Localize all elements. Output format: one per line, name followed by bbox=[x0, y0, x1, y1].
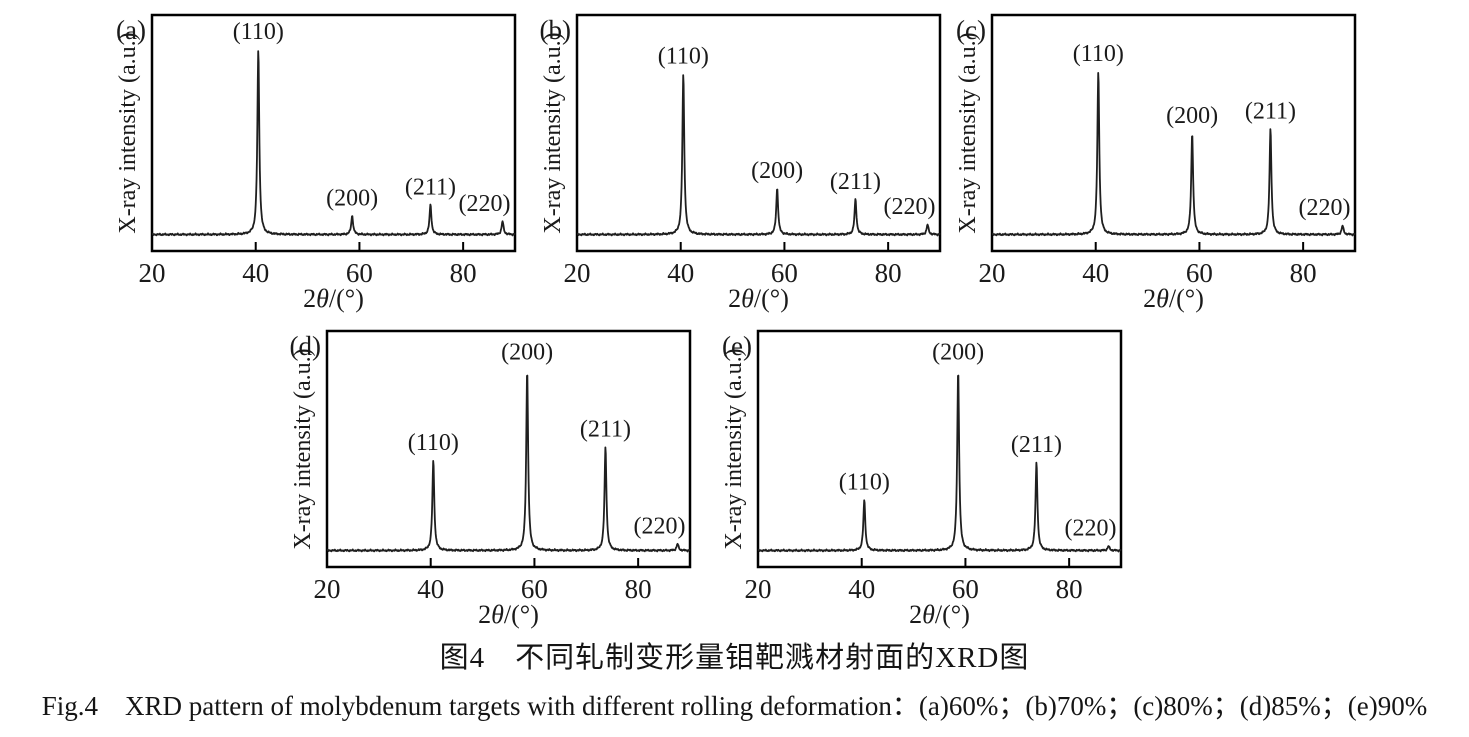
x-tick-label: 60 bbox=[521, 574, 548, 604]
plot-border bbox=[756, 329, 1123, 569]
panel-label: (a) bbox=[116, 15, 146, 45]
peak-label-110: (110) bbox=[233, 19, 284, 45]
peak-label-211: (211) bbox=[580, 417, 631, 443]
x-tick-label: 20 bbox=[745, 574, 772, 604]
xrd-trace bbox=[991, 72, 1356, 237]
peak-label-110: (110) bbox=[1073, 41, 1124, 67]
x-tick-label: 80 bbox=[625, 574, 652, 604]
xrd-panel-b: 20 40 60 80 2θ/(°) X-ray intensity (a.u.) (b) (… bbox=[525, 3, 945, 315]
plot-border bbox=[990, 13, 1357, 253]
x-tick-label: 20 bbox=[564, 258, 591, 288]
peak-label-200: (200) bbox=[932, 340, 984, 366]
xrd-panel-c: 20 40 60 80 2θ/(°) X-ray intensity (a.u.) (c) (… bbox=[940, 3, 1360, 315]
y-axis-label: X-ray intensity (a.u.) bbox=[115, 32, 141, 233]
peak-label-110: (110) bbox=[408, 430, 459, 456]
peak-label-220: (220) bbox=[884, 194, 936, 220]
x-axis-label: 2θ/(°) bbox=[909, 600, 970, 629]
x-tick-label: 20 bbox=[314, 574, 341, 604]
x-tick-label: 60 bbox=[771, 258, 798, 288]
peak-label-220: (220) bbox=[634, 513, 686, 539]
peak-label-200: (200) bbox=[1166, 103, 1218, 129]
xrd-chart-e: 20 40 60 80 2θ/(°) X-ray intensity (a.u.)(e) (… bbox=[721, 329, 1123, 629]
xrd-trace bbox=[326, 374, 691, 553]
xrd-chart-a: 20 40 60 80 2θ/(°) X-ray intensity (a.u.)(a) (… bbox=[115, 13, 517, 313]
xrd-trace bbox=[757, 374, 1122, 553]
y-axis-label: X-ray intensity (a.u.) bbox=[955, 32, 981, 233]
peak-label-200: (200) bbox=[751, 158, 803, 184]
panel-label: (b) bbox=[540, 15, 571, 45]
x-axis-label: 2θ/(°) bbox=[728, 284, 789, 313]
x-tick-label: 60 bbox=[346, 258, 373, 288]
x-tick-label: 40 bbox=[417, 574, 444, 604]
caption-chinese: 图4 不同轧制变形量钼靶溅材射面的XRD图 bbox=[439, 642, 1030, 674]
peak-label-110: (110) bbox=[839, 469, 890, 495]
x-tick-label: 80 bbox=[1056, 574, 1083, 604]
peak-label-200: (200) bbox=[501, 340, 553, 366]
x-tick-label: 40 bbox=[242, 258, 269, 288]
peak-label-220: (220) bbox=[1065, 516, 1117, 542]
peak-label-211: (211) bbox=[1011, 432, 1062, 458]
x-axis-label: 2θ/(°) bbox=[478, 600, 539, 629]
x-tick-label: 60 bbox=[952, 574, 979, 604]
xrd-panel-e: 20 40 60 80 2θ/(°) X-ray intensity (a.u.) (e) (… bbox=[706, 319, 1126, 631]
xrd-trace bbox=[576, 74, 941, 237]
x-tick-label: 40 bbox=[667, 258, 694, 288]
y-axis-label: X-ray intensity (a.u.) bbox=[290, 348, 316, 549]
x-tick-label: 80 bbox=[1290, 258, 1317, 288]
caption-english: Fig.4 XRD pattern of molybdenum targets … bbox=[41, 691, 1428, 721]
peak-label-211: (211) bbox=[405, 174, 456, 200]
xrd-panel-a: 20 40 60 80 2θ/(°) X-ray intensity (a.u.) (a) (… bbox=[100, 3, 520, 315]
peak-label-110: (110) bbox=[658, 43, 709, 69]
peak-label-211: (211) bbox=[1245, 98, 1296, 124]
plot-border bbox=[325, 329, 692, 569]
x-tick-label: 40 bbox=[848, 574, 875, 604]
peak-label-200: (200) bbox=[326, 185, 378, 211]
plot-border bbox=[575, 13, 942, 253]
panel-label: (c) bbox=[956, 15, 986, 45]
panel-label: (e) bbox=[722, 331, 752, 361]
x-axis-label: 2θ/(°) bbox=[303, 284, 364, 313]
x-tick-label: 20 bbox=[139, 258, 166, 288]
x-axis-label: 2θ/(°) bbox=[1143, 284, 1204, 313]
plot-border bbox=[150, 13, 517, 253]
x-tick-label: 80 bbox=[450, 258, 477, 288]
panel-label: (d) bbox=[290, 331, 321, 361]
x-tick-label: 20 bbox=[979, 258, 1006, 288]
xrd-chart-d: 20 40 60 80 2θ/(°) X-ray intensity (a.u.)(d) (… bbox=[290, 329, 692, 629]
y-axis-label: X-ray intensity (a.u.) bbox=[540, 32, 566, 233]
peak-label-220: (220) bbox=[1299, 195, 1351, 221]
xrd-chart-c: 20 40 60 80 2θ/(°) X-ray intensity (a.u.)(c) (… bbox=[955, 13, 1357, 313]
xrd-panel-d: 20 40 60 80 2θ/(°) X-ray intensity (a.u.) (d) (… bbox=[275, 319, 695, 631]
x-tick-label: 60 bbox=[1186, 258, 1213, 288]
peak-label-211: (211) bbox=[830, 169, 881, 195]
peak-label-220: (220) bbox=[459, 191, 511, 217]
xrd-chart-b: 20 40 60 80 2θ/(°) X-ray intensity (a.u.)(b) (… bbox=[540, 13, 942, 313]
x-tick-label: 80 bbox=[875, 258, 902, 288]
xrd-trace bbox=[151, 50, 516, 237]
y-axis-label: X-ray intensity (a.u.) bbox=[721, 348, 747, 549]
x-tick-label: 40 bbox=[1082, 258, 1109, 288]
